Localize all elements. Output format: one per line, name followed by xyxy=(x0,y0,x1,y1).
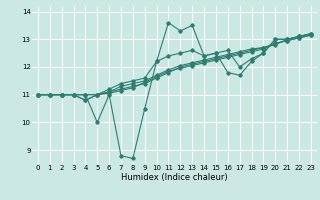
X-axis label: Humidex (Indice chaleur): Humidex (Indice chaleur) xyxy=(121,173,228,182)
